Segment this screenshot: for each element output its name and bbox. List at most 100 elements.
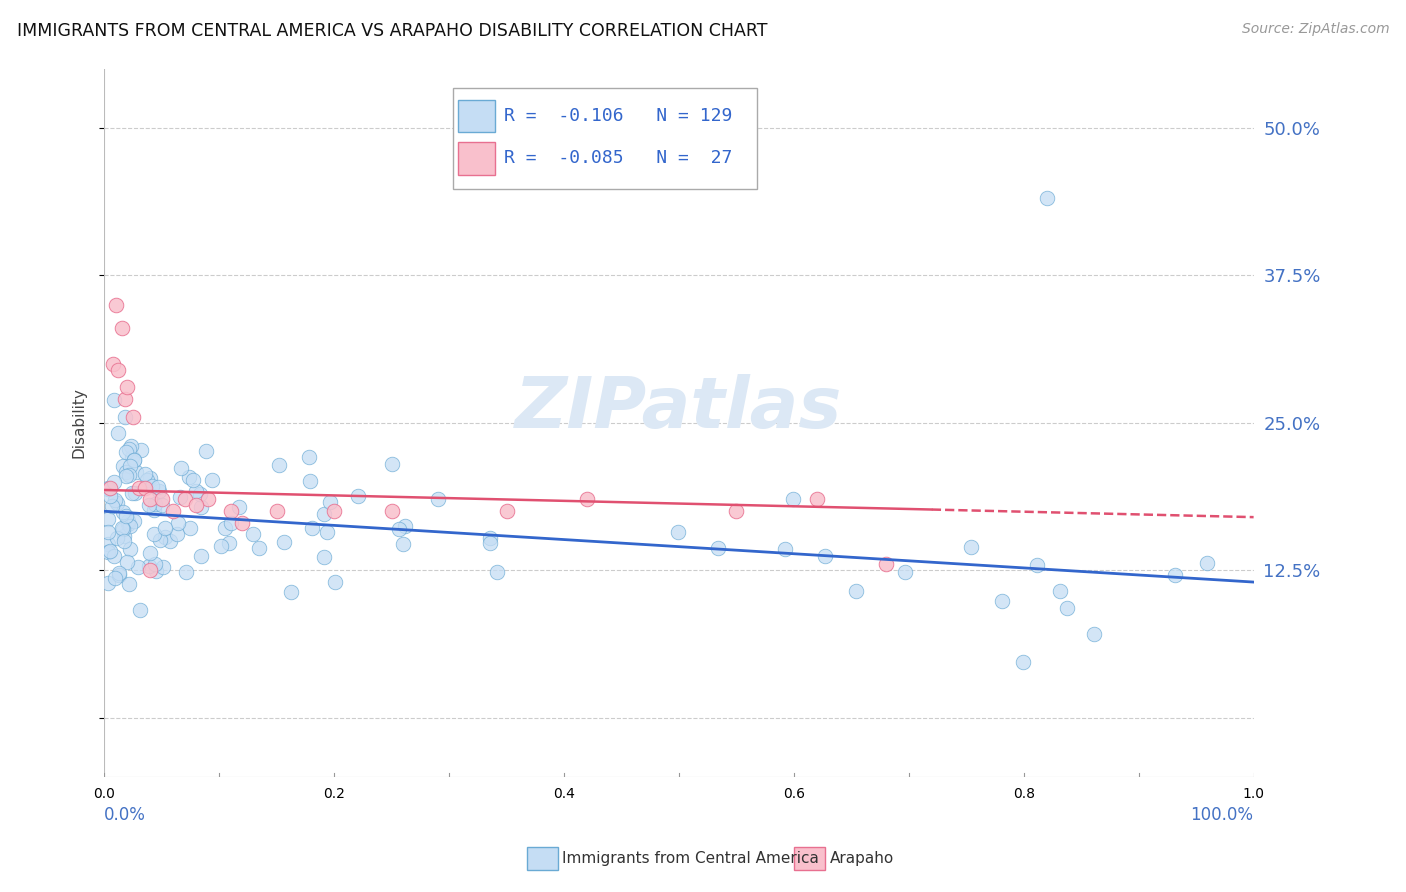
Point bbox=[115, 556, 138, 570]
Point bbox=[195, 444, 218, 458]
Point bbox=[183, 473, 205, 487]
Point bbox=[219, 516, 242, 530]
Point bbox=[117, 516, 139, 531]
Point bbox=[142, 526, 165, 541]
Point bbox=[318, 495, 340, 509]
Point bbox=[242, 526, 264, 541]
Point bbox=[394, 519, 416, 533]
Point bbox=[875, 558, 897, 572]
Point bbox=[218, 536, 240, 550]
Point bbox=[111, 522, 134, 536]
Point bbox=[98, 489, 121, 503]
Point bbox=[312, 549, 335, 564]
Text: 100.0%: 100.0% bbox=[1191, 806, 1254, 824]
Point bbox=[280, 584, 302, 599]
Point bbox=[122, 453, 145, 467]
Point bbox=[190, 500, 212, 515]
Point bbox=[162, 504, 184, 518]
Point bbox=[97, 482, 120, 496]
Point bbox=[209, 539, 232, 553]
Point bbox=[184, 483, 207, 498]
Point bbox=[121, 485, 143, 500]
Point bbox=[186, 499, 208, 513]
Point bbox=[150, 498, 173, 512]
Point bbox=[114, 392, 136, 406]
Point bbox=[118, 467, 141, 482]
Point bbox=[247, 541, 270, 556]
Text: Immigrants from Central America: Immigrants from Central America bbox=[562, 851, 820, 865]
Point bbox=[121, 450, 143, 464]
Point bbox=[97, 575, 120, 590]
Point bbox=[134, 467, 156, 482]
Point bbox=[139, 563, 162, 577]
Point bbox=[169, 490, 191, 504]
Point bbox=[114, 409, 136, 424]
Point bbox=[153, 530, 176, 544]
Point bbox=[129, 603, 152, 617]
Point bbox=[138, 498, 160, 512]
Y-axis label: Disability: Disability bbox=[72, 387, 86, 458]
Point bbox=[782, 491, 804, 506]
FancyBboxPatch shape bbox=[458, 100, 495, 132]
Point bbox=[114, 445, 136, 459]
Point bbox=[115, 465, 138, 479]
Point bbox=[312, 507, 335, 521]
Point bbox=[97, 512, 120, 526]
Point bbox=[120, 541, 142, 556]
Point bbox=[124, 486, 146, 500]
Point bbox=[173, 492, 195, 507]
Point bbox=[266, 504, 288, 518]
Point bbox=[128, 559, 150, 574]
Point bbox=[97, 524, 120, 539]
Point bbox=[301, 521, 323, 535]
Point bbox=[120, 439, 142, 453]
Point bbox=[179, 470, 201, 484]
Point bbox=[103, 549, 125, 563]
Point bbox=[1049, 583, 1071, 598]
Point bbox=[104, 298, 127, 312]
Point bbox=[894, 565, 917, 579]
Point bbox=[773, 542, 796, 557]
Point bbox=[1025, 558, 1047, 573]
Point bbox=[298, 450, 321, 465]
Point bbox=[707, 541, 730, 555]
Point bbox=[381, 504, 404, 518]
Point bbox=[381, 457, 404, 471]
Point bbox=[148, 483, 170, 498]
Point bbox=[117, 515, 139, 529]
Point bbox=[273, 534, 295, 549]
Point bbox=[108, 567, 131, 582]
Point bbox=[575, 492, 598, 507]
Point bbox=[170, 461, 193, 475]
Text: R =  -0.106   N = 129: R = -0.106 N = 129 bbox=[505, 107, 733, 125]
Point bbox=[98, 481, 121, 495]
Point bbox=[1083, 627, 1105, 641]
Point bbox=[149, 533, 172, 547]
Text: ZIPatlas: ZIPatlas bbox=[515, 374, 842, 443]
Point bbox=[117, 380, 139, 394]
Point bbox=[228, 500, 250, 514]
Point bbox=[107, 426, 129, 441]
Point bbox=[128, 481, 150, 495]
Point bbox=[115, 509, 138, 524]
Point bbox=[101, 499, 124, 513]
Point bbox=[139, 471, 162, 485]
Point bbox=[159, 533, 181, 548]
Point bbox=[201, 473, 224, 487]
Point bbox=[118, 519, 141, 533]
Point bbox=[323, 504, 346, 518]
Point bbox=[143, 503, 166, 517]
Point bbox=[806, 492, 828, 507]
Text: 0.0%: 0.0% bbox=[104, 806, 146, 824]
Text: Source: ZipAtlas.com: Source: ZipAtlas.com bbox=[1241, 22, 1389, 37]
FancyBboxPatch shape bbox=[453, 87, 756, 189]
Point bbox=[143, 497, 166, 511]
FancyBboxPatch shape bbox=[458, 142, 495, 175]
Point bbox=[107, 362, 129, 376]
Point bbox=[112, 529, 135, 543]
Point bbox=[122, 514, 145, 528]
Point bbox=[1035, 191, 1057, 205]
Point bbox=[214, 521, 236, 535]
Point bbox=[485, 566, 508, 580]
Point bbox=[139, 492, 162, 507]
